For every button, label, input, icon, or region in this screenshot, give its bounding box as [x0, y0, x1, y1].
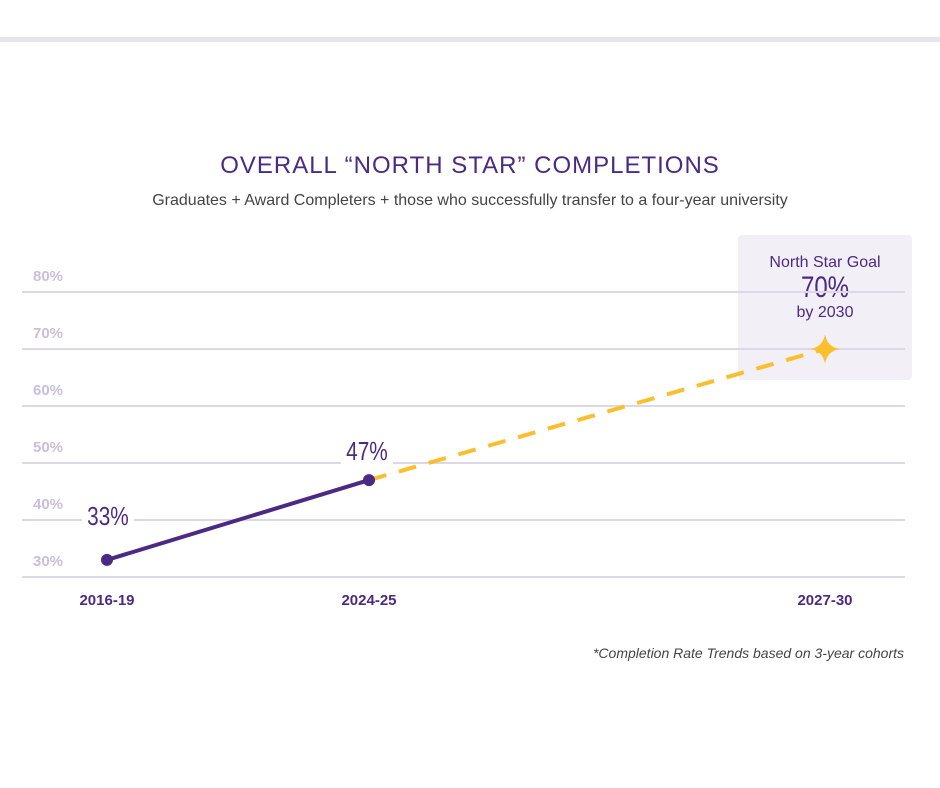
chart-subtitle: Graduates + Award Completers + those who…	[152, 192, 788, 209]
top-divider	[0, 37, 940, 42]
star-icon	[810, 334, 840, 364]
y-tick-label: 40%	[33, 496, 63, 513]
y-tick-label: 60%	[33, 382, 63, 399]
goal-value: 70%	[800, 271, 850, 304]
goal-callout: North Star Goal 70% by 2030	[738, 235, 912, 380]
goal-year: by 2030	[796, 304, 854, 321]
data-label-background	[82, 500, 134, 531]
y-tick-label: 80%	[33, 268, 63, 285]
y-tick-label: 70%	[33, 325, 63, 342]
x-tick-label: 2016-19	[79, 592, 134, 609]
data-label: 33%	[87, 502, 129, 531]
x-tick-label: 2027-30	[797, 592, 852, 609]
trend-line	[106, 478, 370, 562]
data-point	[363, 474, 375, 487]
y-tick-label: 50%	[33, 439, 63, 456]
goal-label: North Star Goal	[769, 254, 881, 271]
x-tick-label: 2024-25	[341, 592, 396, 609]
data-label: 47%	[346, 437, 388, 466]
data-point	[101, 553, 113, 566]
y-tick-label: 30%	[33, 553, 63, 570]
chart-title: OVERALL “NORTH STAR” COMPLETIONS	[220, 152, 720, 179]
projection-line	[368, 347, 826, 483]
data-label-background	[341, 436, 393, 467]
footnote: *Completion Rate Trends based on 3-year …	[592, 645, 904, 661]
